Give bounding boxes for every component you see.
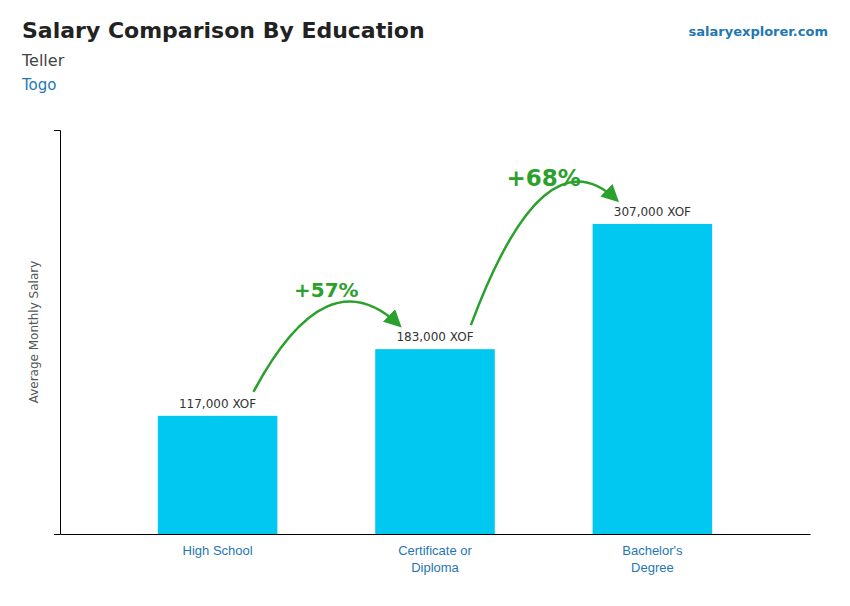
bars: [158, 224, 712, 534]
chart-container: Salary Comparison By Education Teller Togo…: [0, 0, 850, 606]
x-tick-label-line: Certificate or: [398, 543, 472, 558]
title: Salary Comparison By Education: [22, 18, 425, 43]
subtitle: Teller: [21, 51, 65, 70]
bar: [593, 224, 713, 534]
value-label: 307,000 XOF: [614, 205, 691, 219]
x-tick-label-line: Bachelor's: [622, 543, 683, 558]
y-axis-label: Average Monthly Salary: [27, 261, 41, 404]
y-axis-line: [54, 131, 61, 535]
y-axis: [54, 131, 61, 535]
bar: [375, 349, 495, 534]
x-tick: High School: [183, 534, 253, 558]
chart-svg: Salary Comparison By Education Teller Togo…: [0, 0, 850, 606]
x-tick-label-line: Degree: [631, 560, 674, 575]
arrow: [253, 301, 399, 391]
x-tick-label-line: High School: [183, 543, 253, 558]
x-tick: Bachelor's Degree: [622, 534, 683, 575]
value-label: 183,000 XOF: [396, 330, 473, 344]
percent-label: +57%: [294, 278, 359, 302]
x-axis: High School Certificate or Diploma Bachelor…: [61, 534, 811, 575]
brand: salaryexplorer.com: [689, 24, 828, 39]
subtitle: Togo: [21, 76, 57, 94]
value-label: 117,000 XOF: [179, 397, 256, 411]
bar: [158, 416, 278, 534]
x-tick: Certificate or Diploma: [398, 534, 472, 575]
arrow: [471, 181, 617, 325]
x-tick-label: Certificate or Diploma: [398, 543, 472, 575]
x-tick-label: Bachelor's Degree: [622, 543, 683, 575]
x-tick-label-line: Diploma: [411, 560, 459, 575]
percent-label: +68%: [507, 165, 581, 191]
x-tick-label: High School: [183, 543, 253, 558]
x-axis-line: [61, 534, 811, 535]
plot-area: Average Monthly Salary High School Certifi…: [27, 131, 811, 576]
arrows: [253, 181, 616, 391]
